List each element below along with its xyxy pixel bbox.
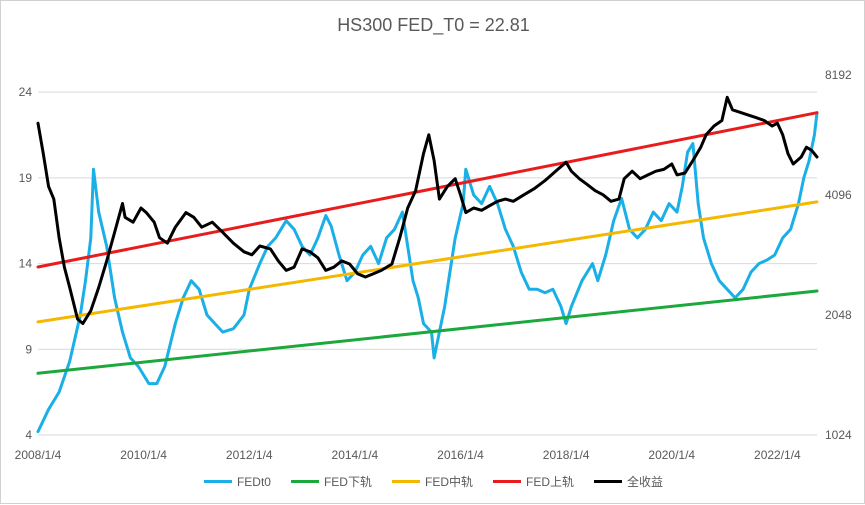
legend-item-4: 全收益 xyxy=(594,473,663,490)
y-right-tick-label: 8192 xyxy=(825,68,852,82)
y-right-tick-label: 1024 xyxy=(825,428,852,442)
legend-swatch xyxy=(493,480,521,483)
series-line-2 xyxy=(36,200,819,324)
legend-label: FEDt0 xyxy=(236,474,271,489)
legend-item-2: FED中轨 xyxy=(391,473,473,490)
y-left-tick-label: 9 xyxy=(25,342,32,356)
x-tick-label: 2012/1/4 xyxy=(226,448,273,462)
legend-swatch xyxy=(290,480,319,483)
series-line-1 xyxy=(36,289,819,375)
x-tick-label: 2008/1/4 xyxy=(15,448,62,462)
chart-legend: FEDt0 FED下轨 FED中轨 FED上轨 全收益 xyxy=(1,473,865,490)
legend-item-1: FED下轨 xyxy=(290,473,372,490)
y-left-axis-ticks: 4 9 14 19 24 xyxy=(19,85,33,442)
y-right-tick-label: 4096 xyxy=(825,188,852,202)
chart-title: HS300 FED_T0 = 22.81 xyxy=(337,15,530,35)
series-line-4 xyxy=(36,95,819,325)
legend-swatch xyxy=(594,480,623,483)
series-line-0 xyxy=(36,111,819,434)
legend-label: FED上轨 xyxy=(526,475,575,489)
x-tick-label: 2010/1/4 xyxy=(120,448,167,462)
legend-label: FED中轨 xyxy=(424,475,473,489)
y-left-tick-label: 14 xyxy=(19,257,33,271)
y-right-tick-label: 2048 xyxy=(825,308,852,322)
y-left-tick-label: 19 xyxy=(19,171,33,185)
x-tick-label: 2014/1/4 xyxy=(332,448,379,462)
x-tick-label: 2016/1/4 xyxy=(437,448,484,462)
legend-label: FED下轨 xyxy=(323,475,372,489)
y-left-tick-label: 4 xyxy=(25,428,32,442)
series-lines xyxy=(36,95,819,434)
y-right-axis-ticks: 1024 2048 4096 8192 xyxy=(825,68,852,442)
grid-lines xyxy=(38,91,817,436)
y-left-tick-label: 24 xyxy=(19,85,33,99)
legend-swatch xyxy=(203,480,232,483)
legend-item-0: FEDt0 xyxy=(203,473,271,490)
x-tick-label: 2022/1/4 xyxy=(754,448,801,462)
x-tick-label: 2018/1/4 xyxy=(543,448,590,462)
legend-swatch xyxy=(391,480,420,483)
legend-item-3: FED上轨 xyxy=(493,473,574,490)
x-axis-ticks: 2008/1/4 2010/1/4 2012/1/4 2014/1/4 2016/1/4… xyxy=(15,448,801,462)
legend-label: 全收益 xyxy=(627,475,664,489)
x-tick-label: 2020/1/4 xyxy=(648,448,695,462)
